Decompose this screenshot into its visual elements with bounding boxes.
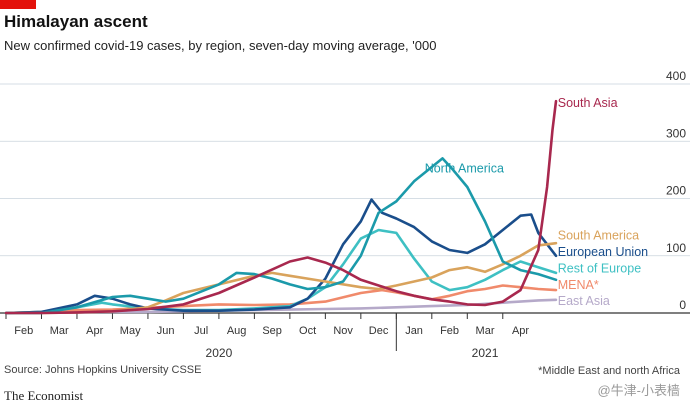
x-tick-label-1: Mar [50,325,69,337]
chart-subtitle: New confirmed covid-19 cases, by region,… [4,38,437,53]
x-tick-label-11: Jan [405,325,423,337]
series-line-6 [4,99,558,315]
brand-logo: The Economist [4,388,84,403]
series-label-6: East Asia [558,294,610,308]
x-tick-label-6: Aug [227,325,247,337]
footnote: *Middle East and north Africa [538,365,680,377]
x-tick-label-3: May [120,325,141,337]
y-tick-label-0: 0 [679,298,686,312]
chart-title: Himalayan ascent [4,12,148,31]
series-label-1: North America [425,162,504,176]
series-label-4: Rest of Europe [558,261,641,275]
series-label-5: MENA* [558,278,599,292]
series-label-0: South Asia [558,96,618,110]
x-tick-label-7: Sep [262,325,282,337]
y-tick-label-300: 300 [666,126,686,140]
x-tick-label-13: Mar [476,325,495,337]
series-line-2 [4,228,558,315]
y-tick-label-200: 200 [666,184,686,198]
x-tick-label-10: Dec [369,325,389,337]
watermark: @牛津-小表樯 [597,383,680,398]
series-label-3: European Union [558,245,648,259]
x-tick-label-8: Oct [299,325,316,337]
x-tick-label-2: Apr [86,325,103,337]
y-tick-label-400: 400 [666,69,686,83]
x-tick-label-12: Feb [440,325,459,337]
series-label-2: South America [558,229,639,243]
x-tick-label-9: Nov [333,325,353,337]
source-note: Source: Johns Hopkins University CSSE [4,364,202,376]
x-tick-label-5: Jul [194,325,208,337]
x-tick-label-0: Feb [14,325,33,337]
y-tick-label-100: 100 [666,241,686,255]
economist-red-tab [0,0,36,9]
series-line-4 [4,241,558,315]
x-tick-label-4: Jun [157,325,175,337]
year-label-0: 2020 [206,346,233,360]
series-line-5 [4,157,558,315]
series-line-3 [4,198,558,315]
x-tick-label-14: Apr [512,325,529,337]
year-label-1: 2021 [472,346,499,360]
